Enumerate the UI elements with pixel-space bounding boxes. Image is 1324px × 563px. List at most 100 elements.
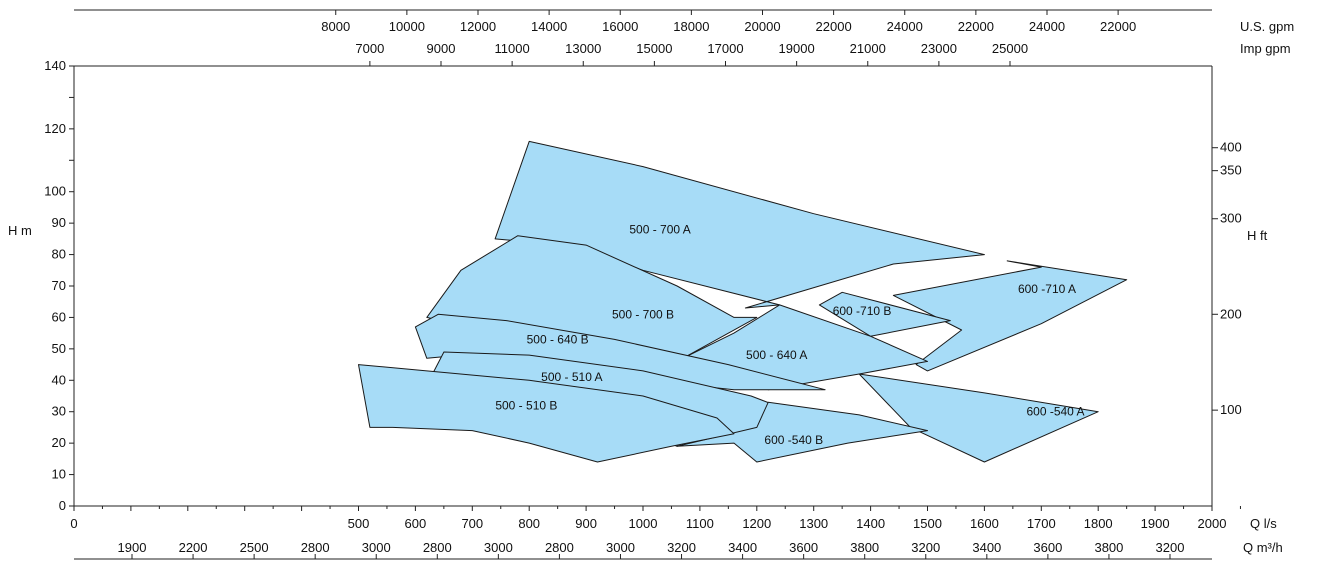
right-ft-tick-label-2: 300 [1220,211,1242,226]
top-imp-tick-label-8: 23000 [921,41,957,56]
bottom-m3h-tick-label-16: 3800 [1094,540,1123,555]
y-tick-label-7: 70 [52,278,66,293]
x-tick-label-9: 900 [575,516,597,531]
bottom-m3h-tick-label-4: 3000 [362,540,391,555]
region-label-7: 500 - 510 A [541,370,602,384]
top-us-gpm-label: U.S. gpm [1240,19,1294,34]
y-tick-label-4: 40 [52,372,66,387]
region-label-2: 500 - 700 B [612,307,674,321]
region-label-3: 600 -710 B [833,304,892,318]
bottom-m3h-tick-label-7: 2800 [545,540,574,555]
bottom-m3h-tick-label-8: 3000 [606,540,635,555]
x-tick-label-15: 1500 [913,516,942,531]
bottom-m3h-tick-label-10: 3400 [728,540,757,555]
top-us-tick-label-5: 18000 [673,19,709,34]
top-imp-tick-label-4: 15000 [636,41,672,56]
x-tick-label-5: 500 [348,516,370,531]
x-tick-label-13: 1300 [799,516,828,531]
bottom-q-m3h-scale: 1900 2200 2500 2800 3000 2800 3000 2800 3000 3200… [118,540,1185,559]
top-us-tick-label-10: 24000 [1029,19,1065,34]
top-imp-tick-label-1: 9000 [427,41,456,56]
y-tick-label-6: 60 [52,309,66,324]
region-label-1: 600 -710 A [1018,282,1076,296]
x-tick-label-12: 1200 [742,516,771,531]
x-tick-label-8: 800 [518,516,540,531]
top-us-tick-label-8: 24000 [887,19,923,34]
pump-region-labels: 500 - 700 A 600 -710 A 500 - 700 B 600 -710… [495,222,1084,447]
region-label-9: 500 - 510 B [495,398,557,412]
top-us-tick-label-7: 22000 [816,19,852,34]
top-imp-gpm-scale: 7000 9000 11000 13000 15000 17000 19000 21000 23… [355,41,1028,66]
bottom-m3h-tick-label-0: 1900 [118,540,147,555]
top-us-tick-label-0: 8000 [321,19,350,34]
right-h-ft-label: H ft [1247,228,1268,243]
bottom-m3h-tick-label-17: 3200 [1156,540,1185,555]
bottom-m3h-tick-label-2: 2500 [240,540,269,555]
top-us-tick-label-3: 14000 [531,19,567,34]
y-tick-label-14: 140 [44,58,66,73]
x-tick-label-16: 1600 [970,516,999,531]
bottom-m3h-tick-label-14: 3400 [972,540,1001,555]
bottom-q-m3h-label: Q m³/h [1243,540,1283,555]
x-tick-label-20: 2000 [1198,516,1227,531]
top-imp-gpm-label: Imp gpm [1240,41,1291,56]
bottom-m3h-tick-label-11: 3600 [789,540,818,555]
region-label-6: 600 -540 A [1026,405,1084,419]
pump-regions [358,140,1128,463]
bottom-m3h-tick-label-15: 3600 [1033,540,1062,555]
top-us-gpm-scale: 8000 10000 12000 14000 16000 18000 20000 22000 2… [321,10,1136,34]
y-tick-label-2: 20 [52,435,66,450]
region-1 [892,260,1128,372]
x-tick-label-17: 1700 [1027,516,1056,531]
region-3 [818,291,951,337]
plot-frame [73,9,1213,560]
y-tick-label-9: 90 [52,215,66,230]
y-tick-label-3: 30 [52,404,66,419]
bottom-m3h-tick-label-5: 2800 [423,540,452,555]
top-us-tick-label-11: 22000 [1100,19,1136,34]
region-6 [858,373,1099,463]
right-h-ft-scale: 100 200 300 350 400 [1212,140,1242,417]
y-tick-label-1: 10 [52,467,66,482]
top-imp-tick-label-5: 17000 [707,41,743,56]
bottom-m3h-tick-label-3: 2800 [301,540,330,555]
region-label-0: 500 - 700 A [629,222,690,236]
right-ft-tick-label-4: 400 [1220,140,1242,155]
top-us-tick-label-9: 22000 [958,19,994,34]
top-imp-tick-label-7: 21000 [850,41,886,56]
x-tick-label-7: 700 [461,516,483,531]
y-tick-label-0: 0 [59,498,66,513]
x-tick-label-14: 1400 [856,516,885,531]
top-imp-tick-label-2: 11000 [495,41,530,56]
top-imp-tick-label-3: 13000 [565,41,601,56]
top-us-tick-label-1: 10000 [389,19,425,34]
top-imp-tick-label-0: 7000 [355,41,384,56]
y-tick-label-12: 120 [44,121,66,136]
right-ft-tick-label-3: 350 [1220,163,1242,178]
right-ft-tick-label-0: 100 [1220,402,1242,417]
y-axis-label: H m [8,223,32,238]
top-us-tick-label-4: 16000 [602,19,638,34]
x-axis-ticks: 0 500 600 700 800 900 1000 1100 1200 1300 1400 1500… [70,506,1241,531]
x-axis-label: Q l/s [1250,516,1277,531]
x-tick-label-19: 1900 [1141,516,1170,531]
x-tick-label-0: 0 [70,516,77,531]
bottom-m3h-tick-label-9: 3200 [667,540,696,555]
top-us-tick-label-6: 20000 [744,19,780,34]
region-label-8: 600 -540 B [764,433,823,447]
top-imp-tick-label-9: 25000 [992,41,1028,56]
top-us-tick-label-2: 12000 [460,19,496,34]
bottom-m3h-tick-label-13: 3200 [911,540,940,555]
y-tick-label-8: 80 [52,247,66,262]
y-axis-ticks: 0 10 20 30 40 50 60 70 80 90 100 120 140 [44,58,74,513]
region-label-4: 500 - 640 A [746,348,807,362]
bottom-m3h-tick-label-6: 3000 [484,540,513,555]
x-tick-label-6: 600 [405,516,427,531]
right-ft-tick-label-1: 200 [1220,306,1242,321]
y-tick-label-10: 100 [44,184,66,199]
top-imp-tick-label-6: 19000 [779,41,815,56]
bottom-m3h-tick-label-12: 3800 [850,540,879,555]
region-9 [358,364,735,463]
bottom-m3h-tick-label-1: 2200 [179,540,208,555]
